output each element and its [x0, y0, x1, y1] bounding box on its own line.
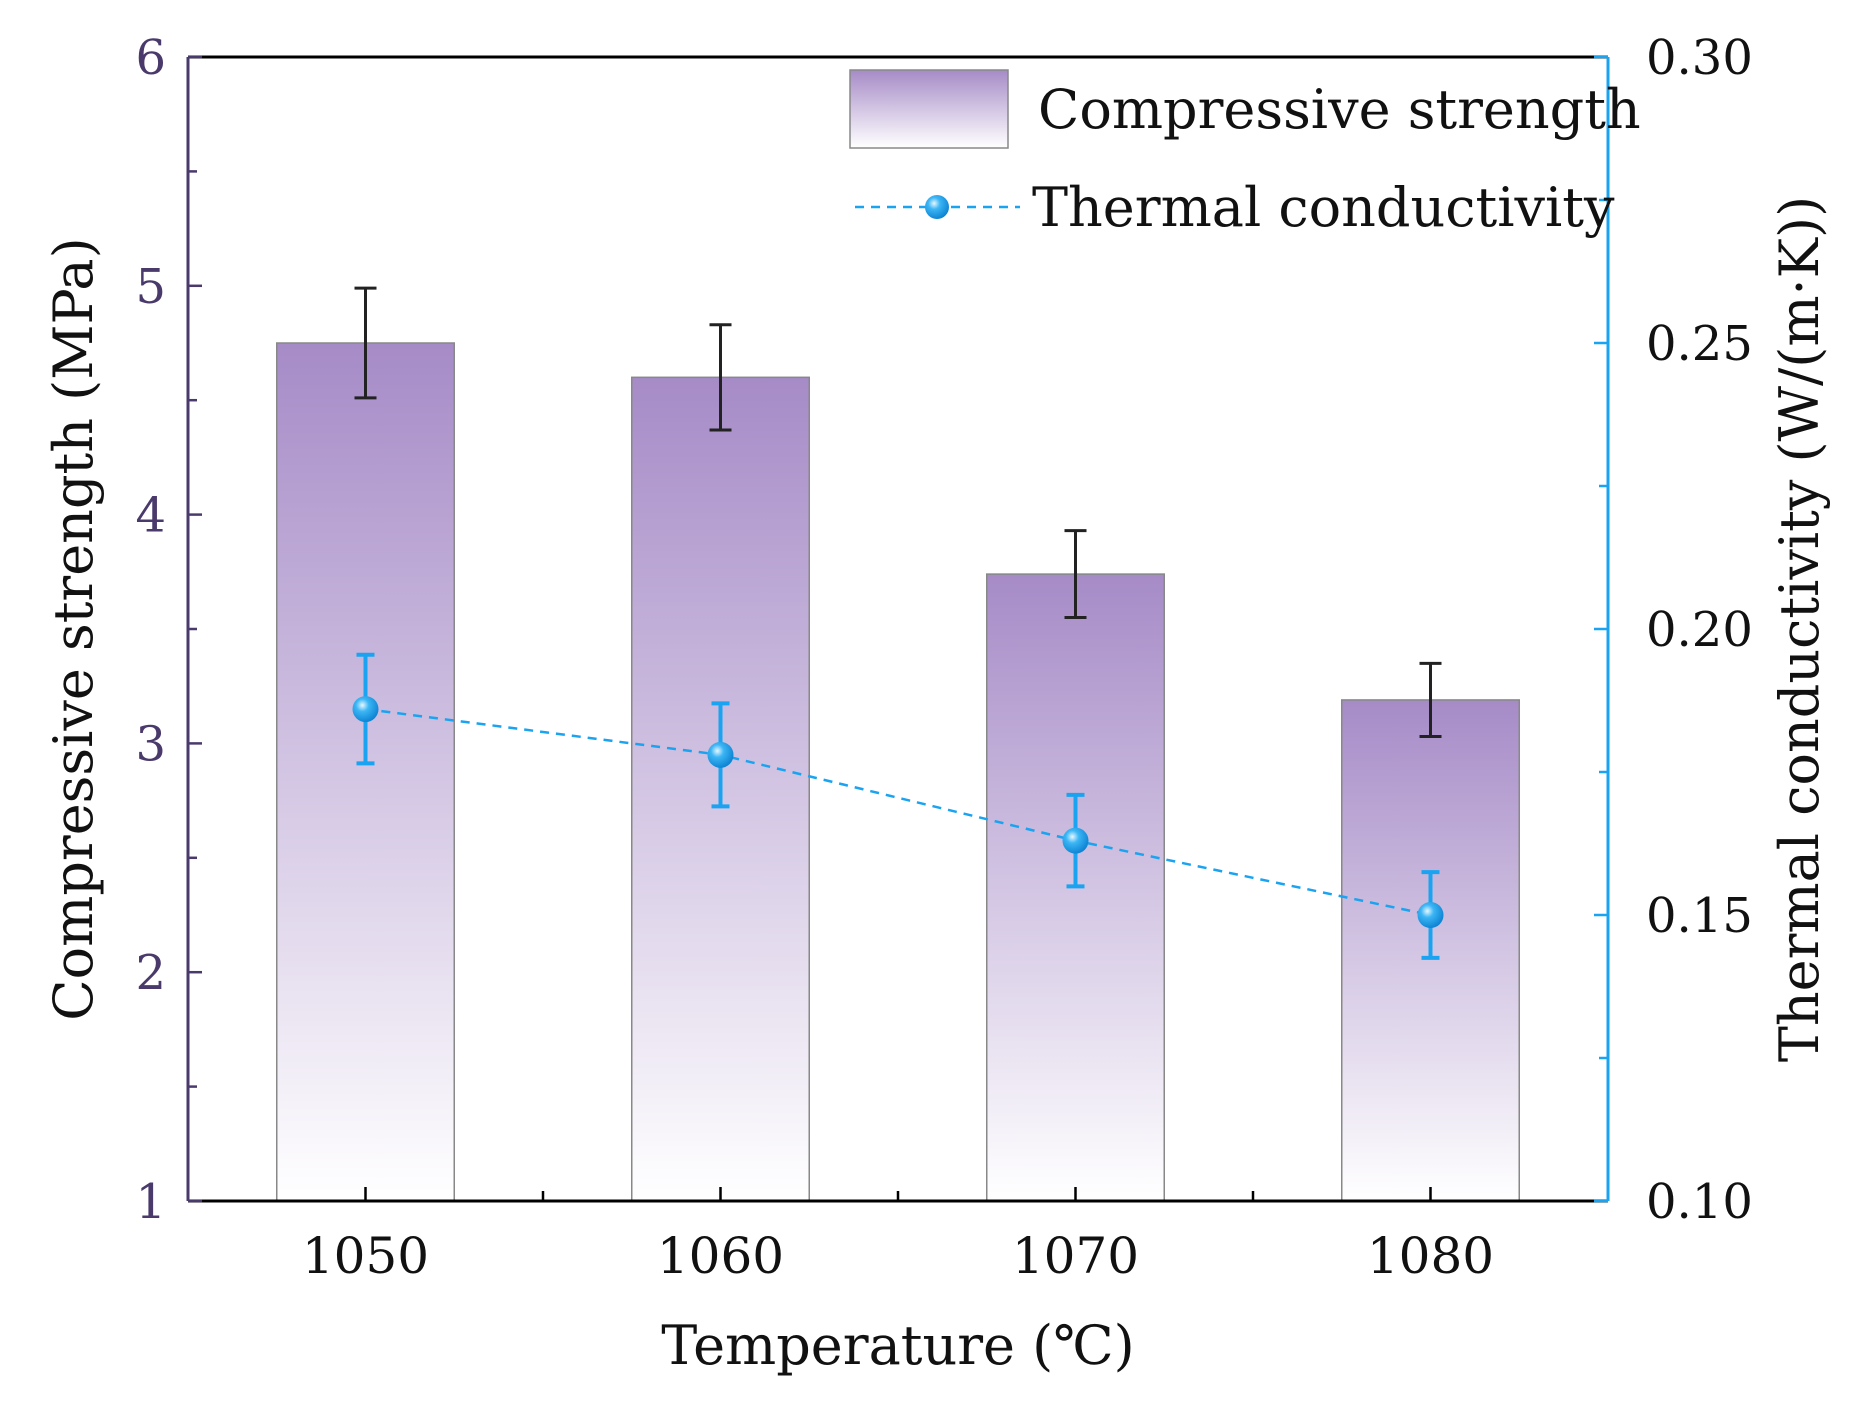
bars-layer [276, 286, 1520, 1202]
legend-marker-thermal-conductivity [925, 195, 949, 219]
thermal-conductivity-point [1417, 902, 1444, 928]
thermal-conductivity-point [1062, 827, 1089, 854]
y-left-tick-label: 1 [135, 1174, 166, 1230]
y-right-tick-label: 0.20 [1646, 602, 1753, 658]
y-left-tick-label: 2 [135, 945, 166, 1001]
y-axis-label-right: Thermal conductivity (W/(m·K)) [1768, 196, 1831, 1062]
y-right-tick-label: 0.30 [1646, 30, 1753, 86]
x-tick-label: 1060 [657, 1227, 784, 1285]
bar [276, 342, 455, 1202]
x-tick-label: 1080 [1367, 1227, 1494, 1285]
y-left-tick-label: 6 [135, 30, 166, 86]
x-tick-label: 1050 [302, 1227, 429, 1285]
y-left-tick-label: 5 [135, 259, 166, 315]
thermal-conductivity-line [365, 707, 1431, 917]
y-axis-label-left: Compressive strength (MPa) [42, 237, 105, 1020]
thermal-conductivity-point [352, 696, 379, 723]
legend: Compressive strength Thermal conductivit… [849, 69, 1641, 239]
axes-layer: 1050 1060 1070 1080 1 2 3 4 5 6 0.10 0.15 0.20 0.25 0.… [135, 30, 1752, 1285]
y-left-tick-label: 4 [135, 488, 166, 544]
legend-label-compressive-strength: Compressive strength [1038, 78, 1641, 141]
y-right-tick-label: 0.15 [1646, 888, 1753, 944]
y-left-tick-label: 3 [135, 716, 166, 772]
line-layer [352, 652, 1444, 960]
thermal-conductivity-point [707, 741, 734, 768]
legend-swatch-compressive-strength [849, 69, 1009, 149]
legend-label-thermal-conductivity: Thermal conductivity [1032, 176, 1615, 239]
x-tick-label: 1070 [1012, 1227, 1139, 1285]
x-axis-label: Temperature (℃) [661, 1314, 1134, 1377]
y-right-tick-label: 0.25 [1646, 316, 1753, 372]
y-right-tick-label: 0.10 [1646, 1174, 1753, 1230]
